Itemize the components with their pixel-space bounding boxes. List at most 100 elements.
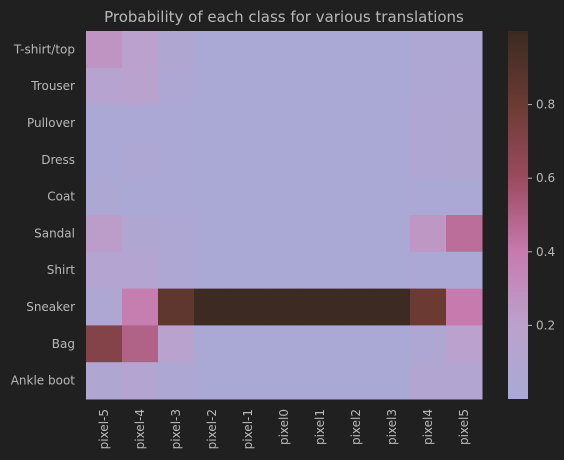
heatmap-cell bbox=[86, 362, 123, 400]
heatmap-cell bbox=[230, 215, 267, 253]
heatmap-cell bbox=[302, 67, 339, 106]
x-tick-label: pixel4 bbox=[421, 409, 435, 445]
heatmap-cell bbox=[194, 325, 231, 363]
y-tick-label: Shirt bbox=[47, 263, 75, 277]
colorbar-ticks: 0.2 0.4 0.6 0.8 bbox=[528, 98, 555, 332]
heatmap-cell bbox=[266, 178, 303, 216]
colorbar bbox=[508, 31, 528, 399]
colorbar-tick-label: 0.4 bbox=[536, 245, 555, 259]
x-tick-label: pixel1 bbox=[313, 409, 327, 445]
heatmap-cell bbox=[302, 288, 339, 326]
heatmap-cell bbox=[158, 215, 195, 253]
y-tick-label: Pullover bbox=[27, 116, 75, 130]
heatmap-cell bbox=[374, 104, 411, 142]
heatmap-cell bbox=[410, 251, 447, 290]
colorbar-tick-label: 0.6 bbox=[536, 171, 555, 185]
heatmap-cell bbox=[374, 251, 411, 290]
y-tick-label: Coat bbox=[47, 190, 75, 204]
heatmap-cell bbox=[302, 325, 339, 363]
heatmap-cell bbox=[338, 362, 375, 400]
heatmap-cell bbox=[266, 325, 303, 363]
heatmap-cell bbox=[302, 215, 339, 253]
y-tick-label: Bag bbox=[52, 337, 75, 351]
heatmap-cells bbox=[86, 31, 483, 400]
y-tick-label: Dress bbox=[41, 153, 75, 167]
heatmap-cell bbox=[266, 288, 303, 326]
heatmap-cell bbox=[158, 362, 195, 400]
heatmap-cell bbox=[338, 67, 375, 106]
heatmap-cell bbox=[122, 251, 159, 290]
heatmap-cell bbox=[122, 31, 159, 69]
heatmap-cell bbox=[122, 178, 159, 216]
x-tick-label: pixel3 bbox=[385, 409, 399, 445]
heatmap-cell bbox=[122, 288, 159, 326]
heatmap-cell bbox=[194, 178, 231, 216]
heatmap-cell bbox=[194, 104, 231, 142]
heatmap-cell bbox=[302, 31, 339, 69]
heatmap-cell bbox=[410, 104, 447, 142]
heatmap-cell bbox=[194, 251, 231, 290]
heatmap-cell bbox=[194, 215, 231, 253]
heatmap-cell bbox=[122, 325, 159, 363]
heatmap-cell bbox=[338, 325, 375, 363]
x-tick-label: pixel-4 bbox=[133, 409, 147, 449]
x-tick-label: pixel-2 bbox=[205, 409, 219, 449]
heatmap-cell bbox=[86, 141, 123, 179]
heatmap-cell bbox=[86, 178, 123, 216]
heatmap-cell bbox=[122, 141, 159, 179]
heatmap-cell bbox=[230, 288, 267, 326]
heatmap-cell bbox=[338, 215, 375, 253]
heatmap-cell bbox=[410, 325, 447, 363]
heatmap-cell bbox=[374, 31, 411, 69]
heatmap-cell bbox=[410, 141, 447, 179]
heatmap-cell bbox=[266, 31, 303, 69]
heatmap-cell bbox=[374, 215, 411, 253]
heatmap-cell bbox=[86, 288, 123, 326]
x-tick-label: pixel-3 bbox=[169, 409, 183, 449]
heatmap-cell bbox=[86, 67, 123, 106]
heatmap-cell bbox=[194, 141, 231, 179]
heatmap-cell bbox=[230, 31, 267, 69]
heatmap-cell bbox=[338, 141, 375, 179]
heatmap-cell bbox=[302, 362, 339, 400]
heatmap-cell bbox=[446, 178, 483, 216]
heatmap-cell bbox=[302, 141, 339, 179]
heatmap-cell bbox=[86, 325, 123, 363]
heatmap-cell bbox=[446, 362, 483, 400]
y-axis-labels: T-shirt/top Trouser Pullover Dress Coat Sanda… bbox=[11, 42, 76, 387]
heatmap-cell bbox=[374, 67, 411, 106]
heatmap-cell bbox=[158, 251, 195, 290]
heatmap-cell bbox=[194, 31, 231, 69]
heatmap-cell bbox=[374, 141, 411, 179]
heatmap-cell bbox=[194, 67, 231, 106]
x-tick-label: pixel-1 bbox=[241, 409, 255, 449]
heatmap-cell bbox=[158, 288, 195, 326]
y-tick-label: Sneaker bbox=[26, 300, 75, 314]
heatmap-cell bbox=[158, 104, 195, 142]
heatmap-cell bbox=[302, 104, 339, 142]
heatmap-cell bbox=[86, 104, 123, 142]
heatmap-cell bbox=[446, 104, 483, 142]
x-tick-label: pixel0 bbox=[277, 409, 291, 445]
heatmap-cell bbox=[86, 215, 123, 253]
heatmap-cell bbox=[266, 251, 303, 290]
chart-title: Probability of each class for various tr… bbox=[104, 8, 464, 26]
heatmap-cell bbox=[122, 104, 159, 142]
heatmap-cell bbox=[230, 141, 267, 179]
heatmap-cell bbox=[446, 325, 483, 363]
heatmap-cell bbox=[410, 31, 447, 69]
heatmap-cell bbox=[230, 251, 267, 290]
heatmap-cell bbox=[158, 31, 195, 69]
heatmap-cell bbox=[302, 251, 339, 290]
x-tick-label: pixel5 bbox=[457, 409, 471, 445]
heatmap-cell bbox=[446, 251, 483, 290]
heatmap-cell bbox=[374, 325, 411, 363]
heatmap-cell bbox=[158, 67, 195, 106]
x-axis-labels: pixel-5 pixel-4 pixel-3 pixel-2 pixel-1 pixel… bbox=[97, 409, 471, 449]
heatmap-cell bbox=[338, 251, 375, 290]
heatmap-cell bbox=[158, 178, 195, 216]
heatmap-cell bbox=[194, 362, 231, 400]
heatmap-cell bbox=[266, 141, 303, 179]
heatmap-cell bbox=[266, 362, 303, 400]
